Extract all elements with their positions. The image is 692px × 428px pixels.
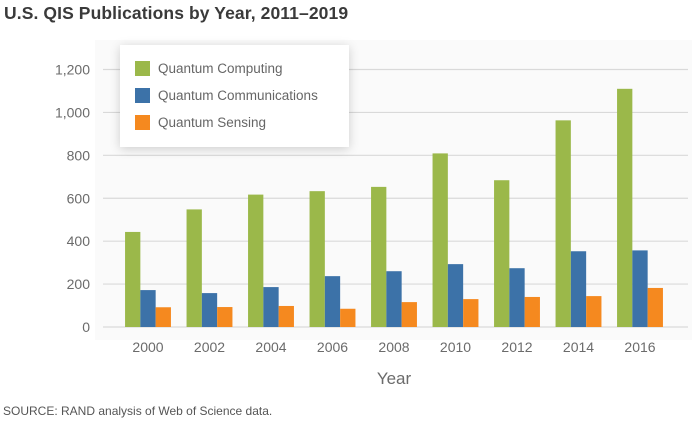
bar-quantum-communications-2000 (140, 290, 156, 327)
bar-quantum-computing-2016 (617, 88, 633, 327)
x-tick-label: 2006 (317, 339, 348, 355)
bar-quantum-communications-2014 (570, 251, 587, 327)
x-tick-label: 2012 (501, 339, 532, 355)
bar-quantum-communications-2006 (324, 276, 341, 327)
bar-quantum-communications-2010 (447, 264, 464, 327)
bar-quantum-sensing-2000 (155, 307, 171, 327)
bar-quantum-communications-2016 (632, 250, 648, 327)
legend-label: Quantum Communications (158, 87, 318, 103)
bars (125, 88, 663, 327)
bar-quantum-communications-2008 (386, 271, 402, 327)
x-tick-label: 2010 (440, 339, 471, 355)
x-tick-label: 2014 (563, 339, 594, 355)
x-axis-label: Year (377, 369, 412, 388)
legend-label: Quantum Computing (158, 60, 283, 76)
legend-item-quantum-sensing: Quantum Sensing (135, 114, 266, 130)
y-tick-label: 1,200 (55, 62, 90, 78)
bar-quantum-computing-2010 (432, 153, 448, 327)
legend-item-quantum-communications: Quantum Communications (135, 87, 318, 103)
bar-quantum-computing-2006 (309, 191, 325, 327)
y-tick-label: 600 (67, 190, 91, 206)
bar-quantum-communications-2002 (201, 293, 218, 327)
bar-quantum-computing-2000 (125, 231, 141, 327)
chart-title: U.S. QIS Publications by Year, 2011–2019 (4, 3, 349, 23)
x-tick-label: 2008 (378, 339, 409, 355)
legend-swatch (135, 87, 150, 103)
x-tick-label: 2016 (624, 339, 655, 355)
x-tick-label: 2002 (194, 339, 225, 355)
legend-swatch (135, 114, 150, 130)
legend-label: Quantum Sensing (158, 114, 267, 130)
bar-quantum-sensing-2006 (340, 308, 356, 327)
bar-quantum-sensing-2002 (217, 307, 233, 327)
source-note: SOURCE: RAND analysis of Web of Science … (3, 404, 273, 418)
bar-quantum-sensing-2008 (401, 302, 417, 327)
bar-quantum-computing-2002 (186, 209, 202, 327)
y-tick-label: 0 (82, 319, 90, 335)
bar-quantum-computing-2004 (248, 194, 264, 327)
bar-quantum-sensing-2012 (524, 296, 540, 327)
legend: Quantum Computing Quantum Communications… (120, 45, 349, 147)
y-axis-ticks: 0 200 400 600 800 1,000 1,200 (55, 62, 90, 336)
bar-quantum-sensing-2010 (463, 299, 479, 327)
legend-item-quantum-computing: Quantum Computing (135, 60, 283, 76)
bar-quantum-computing-2014 (555, 120, 571, 327)
x-tick-label: 2004 (255, 339, 286, 355)
bar-quantum-computing-2008 (371, 186, 387, 327)
bar-quantum-communications-2012 (509, 268, 525, 327)
y-tick-label: 1,000 (55, 104, 90, 120)
bar-quantum-sensing-2016 (647, 287, 663, 327)
y-tick-label: 800 (67, 147, 91, 163)
bar-quantum-sensing-2014 (586, 296, 602, 327)
x-tick-label: 2000 (132, 339, 163, 355)
y-tick-label: 200 (67, 276, 91, 292)
bar-quantum-sensing-2004 (278, 305, 294, 327)
x-axis-ticks: 2000 2002 2004 2006 2008 2010 2012 2014 2016 (132, 339, 655, 355)
bar-quantum-communications-2004 (263, 287, 279, 327)
legend-swatch (135, 60, 150, 76)
y-tick-label: 400 (67, 233, 91, 249)
bar-quantum-computing-2012 (494, 180, 510, 327)
